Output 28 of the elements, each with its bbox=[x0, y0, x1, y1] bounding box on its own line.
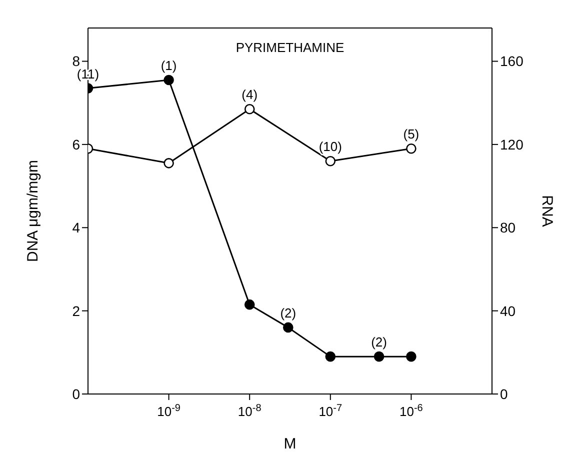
annotation: (5) bbox=[403, 126, 420, 142]
text: PYRIMETHAMINE bbox=[236, 40, 344, 55]
y2-tick-label: 160 bbox=[500, 53, 524, 70]
y2-tick-label: 40 bbox=[500, 302, 516, 319]
y-tick-label: 0 bbox=[72, 386, 80, 402]
x-tick-label: 10$^{-6}$ bbox=[400, 402, 424, 419]
annotation: (2) bbox=[371, 334, 387, 350]
x-tick-label: 10$^{-9}$ bbox=[157, 402, 181, 419]
y-tick-label: 8 bbox=[72, 53, 80, 70]
annotation: (10) bbox=[318, 139, 342, 154]
y-axis-title: DNA μgm/mgm bbox=[24, 160, 42, 262]
annotation: (2) bbox=[280, 305, 296, 320]
y2-axis-title: RNA bbox=[538, 195, 556, 227]
annotation: (1) bbox=[160, 58, 177, 73]
y-tick-label: 4 bbox=[72, 220, 80, 236]
x-tick-label: 10$^{-8}$ bbox=[238, 402, 262, 419]
annotation: (4) bbox=[242, 87, 258, 102]
point bbox=[164, 158, 174, 168]
x-tick-label: 10$^{-7}$ bbox=[318, 402, 343, 419]
y2-tick-label: 0 bbox=[500, 386, 508, 402]
y2-tick-label: 120 bbox=[500, 136, 524, 152]
point bbox=[325, 156, 336, 166]
y-tick-label: 2 bbox=[72, 302, 80, 319]
point bbox=[406, 143, 416, 154]
y2-tick-label: 80 bbox=[500, 220, 516, 236]
point bbox=[244, 104, 255, 114]
x-axis-title: M bbox=[284, 436, 296, 453]
y-tick-label: 6 bbox=[72, 136, 80, 152]
